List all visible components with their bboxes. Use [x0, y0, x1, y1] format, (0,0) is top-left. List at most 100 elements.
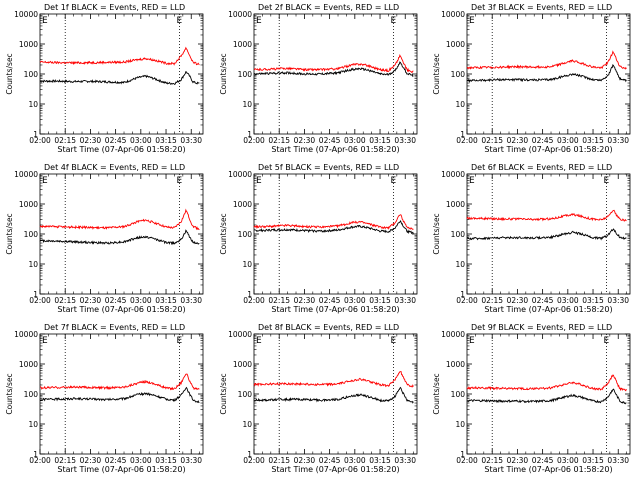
- x-tick-label: 02:30: [80, 456, 102, 465]
- panel-title: Det 9f BLACK = Events, RED = LLD: [471, 323, 612, 332]
- y-tick-label: 10: [242, 100, 252, 109]
- x-tick-label: 03:00: [557, 136, 579, 145]
- x-tick-label: 02:15: [54, 456, 76, 465]
- y-tick-label: 1000: [446, 200, 465, 209]
- detector-panel-4: Det 4f BLACK = Events, RED = LLD 1 10 100 10…: [5, 163, 204, 314]
- x-tick-label: 02:00: [456, 456, 478, 465]
- y-tick-label: 1: [460, 450, 465, 459]
- y-tick-label: 100: [238, 390, 253, 399]
- x-tick-label: 02:45: [532, 456, 554, 465]
- y-tick-label: 1000: [233, 200, 252, 209]
- edge-marker-right: E: [176, 16, 182, 26]
- y-tick-label: 10000: [441, 170, 465, 179]
- x-tick-label: 02:45: [532, 136, 554, 145]
- x-axis-label: Start Time (07-Apr-06 01:58:20): [57, 305, 185, 314]
- y-tick-label: 1: [247, 290, 252, 299]
- x-tick-label: 03:00: [557, 456, 579, 465]
- y-tick-label: 1: [247, 130, 252, 139]
- y-tick-label: 100: [451, 70, 466, 79]
- x-tick-label: 02:45: [319, 296, 341, 305]
- y-axis-label: Counts/sec: [5, 53, 14, 94]
- y-tick-label: 1: [33, 130, 38, 139]
- x-tick-label: 03:15: [155, 136, 177, 145]
- x-tick-label: 02:30: [507, 456, 529, 465]
- series-line-lld: [466, 374, 627, 392]
- y-tick-label: 100: [238, 70, 253, 79]
- edge-marker-right: E: [603, 16, 609, 26]
- x-axis-label: Start Time (07-Apr-06 01:58:20): [57, 465, 185, 474]
- y-tick-label: 1000: [19, 200, 38, 209]
- x-tick-label: 03:30: [394, 296, 416, 305]
- x-axis-label: Start Time (07-Apr-06 01:58:20): [271, 465, 399, 474]
- x-tick-label: 02:45: [319, 456, 341, 465]
- x-tick-label: 02:15: [268, 456, 290, 465]
- y-tick-label: 10: [455, 260, 465, 269]
- x-tick-label: 02:00: [243, 136, 265, 145]
- x-axis-label: Start Time (07-Apr-06 01:58:20): [271, 145, 399, 154]
- x-tick-label: 02:15: [268, 296, 290, 305]
- y-tick-label: 1000: [19, 360, 38, 369]
- x-tick-label: 03:15: [582, 456, 604, 465]
- edge-marker-right: E: [390, 176, 396, 186]
- y-axis-label: Counts/sec: [219, 373, 228, 414]
- y-tick-label: 10000: [441, 10, 465, 19]
- y-axis-label: Counts/sec: [219, 213, 228, 254]
- x-axis-label: Start Time (07-Apr-06 01:58:20): [484, 465, 612, 474]
- plot-frame: [466, 173, 631, 295]
- x-tick-label: 03:00: [344, 296, 366, 305]
- x-tick-label: 03:30: [607, 136, 629, 145]
- x-tick-label: 02:00: [456, 296, 478, 305]
- detector-panel-1: Det 1f BLACK = Events, RED = LLD 1 10 100 10…: [5, 3, 204, 154]
- x-tick-label: 03:30: [394, 136, 416, 145]
- x-tick-label: 02:45: [105, 296, 127, 305]
- edge-marker-right: E: [390, 16, 396, 26]
- x-tick-label: 03:00: [344, 136, 366, 145]
- panel-title: Det 3f BLACK = Events, RED = LLD: [471, 3, 612, 12]
- series-line-events: [466, 228, 627, 241]
- series-line-lld: [253, 370, 414, 388]
- panel-title: Det 6f BLACK = Events, RED = LLD: [471, 163, 612, 172]
- x-tick-label: 02:15: [54, 296, 76, 305]
- y-axis-label: Counts/sec: [5, 213, 14, 254]
- series-line-events: [466, 388, 627, 405]
- y-tick-label: 10000: [14, 330, 38, 339]
- series-line-lld: [253, 214, 414, 231]
- series-line-lld: [39, 46, 200, 66]
- edge-marker-right: E: [390, 336, 396, 346]
- y-tick-label: 1000: [19, 40, 38, 49]
- x-tick-label: 02:00: [29, 136, 51, 145]
- x-axis-label: Start Time (07-Apr-06 01:58:20): [484, 305, 612, 314]
- y-tick-label: 10: [28, 420, 38, 429]
- x-tick-label: 03:15: [369, 296, 391, 305]
- y-axis-label: Counts/sec: [432, 373, 441, 414]
- x-tick-label: 03:30: [394, 456, 416, 465]
- x-axis-label: Start Time (07-Apr-06 01:58:20): [271, 305, 399, 314]
- x-tick-label: 02:00: [29, 296, 51, 305]
- y-axis-label: Counts/sec: [5, 373, 14, 414]
- panel-title: Det 1f BLACK = Events, RED = LLD: [44, 3, 185, 12]
- series-line-events: [466, 64, 627, 84]
- y-tick-label: 10: [455, 100, 465, 109]
- y-tick-label: 100: [24, 230, 39, 239]
- detector-panel-9: Det 9f BLACK = Events, RED = LLD 1 10 100 10…: [432, 323, 631, 474]
- detector-panel-7: Det 7f BLACK = Events, RED = LLD 1 10 100 10…: [5, 323, 204, 474]
- y-tick-label: 10000: [14, 170, 38, 179]
- y-tick-label: 10: [28, 100, 38, 109]
- edge-marker-right: E: [603, 336, 609, 346]
- x-tick-label: 02:15: [268, 136, 290, 145]
- x-tick-label: 02:00: [243, 296, 265, 305]
- x-tick-label: 02:45: [105, 456, 127, 465]
- plot-frame: [253, 333, 418, 455]
- series-line-events: [253, 220, 414, 235]
- x-tick-label: 02:30: [507, 296, 529, 305]
- series-line-lld: [466, 209, 627, 222]
- x-tick-label: 02:30: [80, 296, 102, 305]
- y-tick-label: 10000: [228, 330, 252, 339]
- edge-marker-left: E: [256, 16, 262, 26]
- detector-panel-3: Det 3f BLACK = Events, RED = LLD 1 10 100 10…: [432, 3, 631, 154]
- plot-frame: [466, 333, 631, 455]
- plot-frame: [466, 13, 631, 135]
- x-tick-label: 03:00: [130, 296, 152, 305]
- edge-marker-right: E: [176, 176, 182, 186]
